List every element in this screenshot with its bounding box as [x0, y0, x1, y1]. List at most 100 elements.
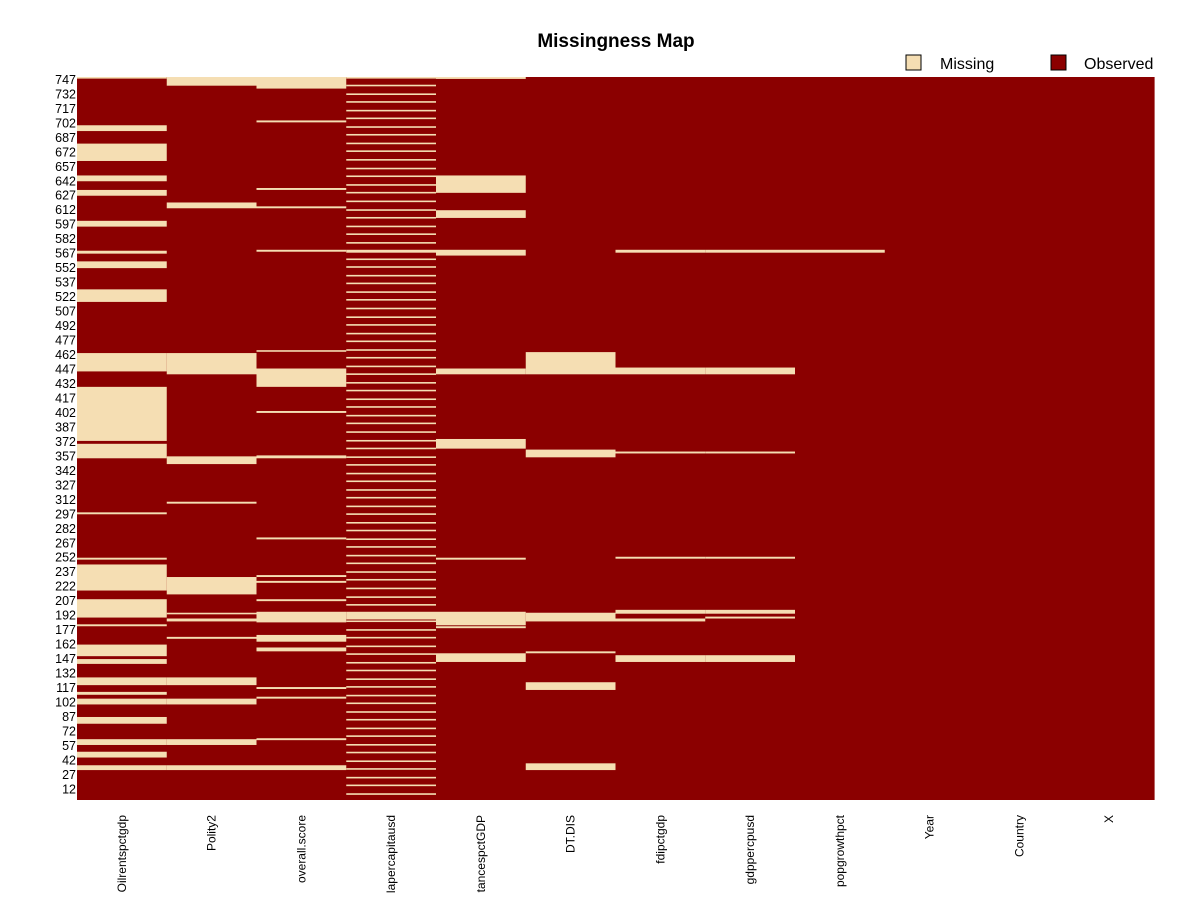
- column-label: Oilrentspctgdp: [115, 815, 129, 893]
- missing-cell: [346, 406, 437, 408]
- missing-cell: [77, 716, 168, 724]
- missing-cell: [256, 765, 347, 771]
- missing-cell: [436, 77, 527, 79]
- missing-cell: [615, 556, 706, 559]
- y-tick-label: 612: [55, 203, 76, 217]
- missing-cell: [346, 431, 437, 433]
- x-axis: Oilrentspctgdp Polity2 overall.score laperc…: [115, 814, 1116, 893]
- missing-cell: [346, 117, 437, 120]
- missing-cell: [77, 599, 168, 618]
- missing-cell: [346, 356, 437, 359]
- missing-cell: [77, 677, 168, 686]
- missing-cell: [436, 626, 527, 629]
- missing-cell: [166, 698, 258, 705]
- missing-cell: [525, 612, 617, 622]
- column-observed-polity2: [166, 77, 258, 800]
- missing-cell: [346, 596, 437, 598]
- y-tick-label: 357: [55, 449, 76, 463]
- missing-cell: [256, 206, 347, 209]
- y-tick-label: 642: [55, 174, 76, 188]
- y-tick-label: 567: [55, 247, 76, 261]
- y-tick-label: 597: [55, 218, 76, 232]
- y-tick-label: 702: [55, 116, 76, 130]
- missing-cell: [346, 529, 437, 532]
- missing-cell: [346, 332, 437, 335]
- missing-cell: [705, 655, 796, 662]
- missing-cell: [346, 571, 437, 573]
- missing-cell: [525, 763, 617, 771]
- column-label: Polity2: [205, 815, 219, 851]
- missing-cell: [256, 120, 347, 123]
- missing-cell: [615, 618, 706, 622]
- missing-cell: [346, 784, 437, 787]
- missing-cell: [436, 611, 527, 626]
- missing-cell: [256, 599, 347, 602]
- missing-cell: [77, 175, 168, 182]
- missing-cell: [346, 620, 437, 623]
- missing-cell: [615, 249, 706, 253]
- missing-cell: [346, 299, 437, 301]
- y-tick-label: 417: [55, 391, 76, 405]
- column-label: overall.score: [294, 815, 308, 883]
- missing-cell: [705, 367, 796, 375]
- y-tick-label: 477: [55, 334, 76, 348]
- missing-cell: [77, 624, 168, 627]
- missing-cell: [256, 350, 347, 352]
- missing-cell: [525, 449, 617, 458]
- missing-cell: [166, 765, 258, 771]
- missing-cell: [77, 751, 168, 758]
- missing-cell: [77, 644, 168, 657]
- missing-cell: [346, 521, 437, 524]
- missing-cell: [166, 577, 258, 595]
- column-label: X: [1102, 815, 1116, 823]
- y-tick-label: 402: [55, 406, 76, 420]
- column-observed-dt-dis: [525, 77, 617, 800]
- column-observed-gdppercpusd: [705, 77, 796, 800]
- heatmap-plot-area: [77, 77, 1155, 800]
- missing-cell: [77, 691, 168, 695]
- missing-cell: [346, 661, 437, 664]
- missing-cell: [256, 410, 347, 413]
- missing-cell: [166, 202, 258, 209]
- missing-cell: [346, 291, 437, 293]
- missing-cell: [346, 629, 437, 631]
- legend-label-observed: Observed: [1084, 56, 1153, 73]
- y-tick-label: 342: [55, 464, 76, 478]
- missing-cell: [346, 744, 437, 746]
- missing-cell: [615, 451, 706, 454]
- missing-cell: [166, 77, 258, 86]
- y-tick-label: 387: [55, 420, 76, 434]
- missing-cell: [256, 188, 347, 190]
- missing-cell: [256, 611, 347, 623]
- missing-cell: [346, 718, 437, 721]
- y-tick-label: 372: [55, 435, 76, 449]
- y-tick-label: 282: [55, 522, 76, 536]
- missing-cell: [346, 316, 437, 318]
- legend-swatch-missing: [905, 54, 922, 71]
- missing-cell: [346, 382, 437, 384]
- column-label: tancespctGDP: [474, 815, 488, 892]
- y-axis: 7477327177026876726576426276125975825675…: [55, 73, 76, 796]
- column-label: DT.DIS: [564, 815, 578, 853]
- missing-cell: [346, 133, 437, 136]
- y-tick-label: 267: [55, 536, 76, 550]
- y-tick-label: 162: [55, 638, 76, 652]
- missing-cell: [346, 604, 437, 606]
- y-tick-label: 552: [55, 261, 76, 275]
- missing-cell: [346, 126, 437, 128]
- missing-cell: [346, 340, 437, 343]
- missing-cell: [346, 702, 437, 705]
- missing-cell: [256, 455, 347, 459]
- missing-cell: [436, 438, 527, 449]
- missing-cell: [346, 760, 437, 763]
- missing-cell: [256, 687, 347, 689]
- missing-cell: [77, 557, 168, 560]
- column-label: lapercapitausd: [384, 815, 398, 893]
- missing-cell: [77, 220, 168, 227]
- missing-cell: [77, 739, 168, 745]
- missing-cell: [77, 443, 168, 459]
- missing-cell: [346, 587, 437, 590]
- chart-title: Missingness Map: [537, 31, 694, 52]
- missing-cell: [346, 645, 437, 648]
- y-tick-label: 222: [55, 580, 76, 594]
